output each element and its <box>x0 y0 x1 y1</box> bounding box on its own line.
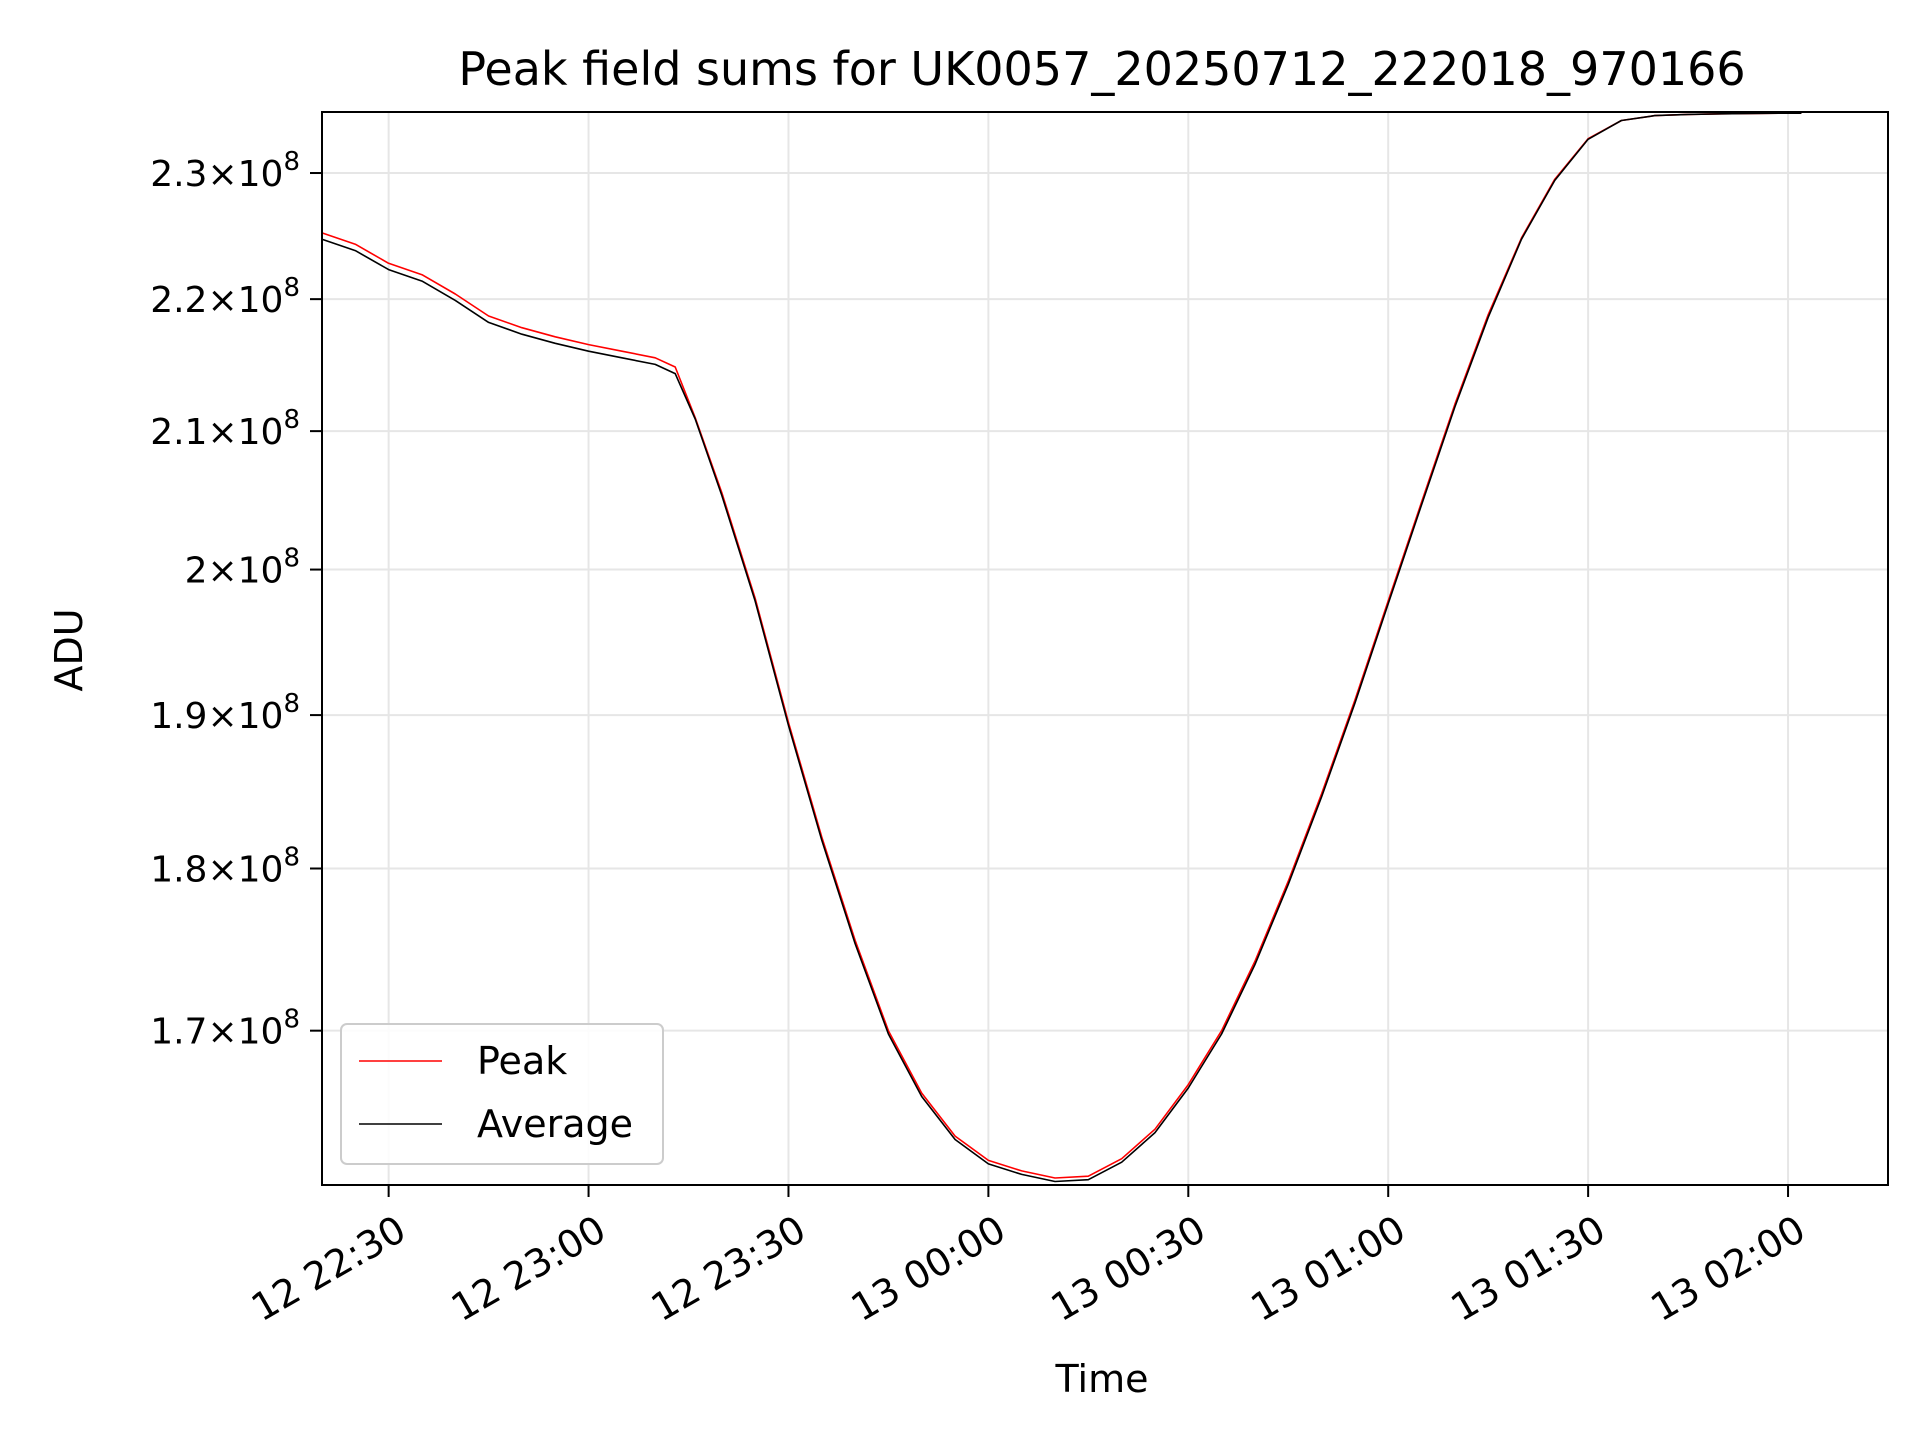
y-tick-times: ×10 <box>207 154 283 195</box>
y-axis: 1.7×1081.8×1081.9×1082×1082.1×1082.2×108… <box>150 147 322 1053</box>
series-line-average <box>321 112 1802 1183</box>
y-tick-label: 2×108 <box>185 544 300 592</box>
y-tick-label: 1.8×108 <box>150 842 300 890</box>
y-tick-mantissa: 2.1 <box>150 412 207 453</box>
y-tick-mantissa: 2 <box>185 551 208 592</box>
y-axis-label: ADU <box>47 608 91 691</box>
series-lines <box>321 112 1802 1183</box>
y-tick-mantissa: 1.9 <box>150 696 207 737</box>
plot-frame <box>321 111 1889 1186</box>
y-tick-label: 2.2×108 <box>150 273 300 321</box>
y-tick-times: ×10 <box>207 412 283 453</box>
y-tick-exponent: 8 <box>283 842 300 872</box>
x-axis-label: Time <box>1055 1357 1149 1401</box>
y-tick-label: 1.9×108 <box>150 689 300 737</box>
y-tick-mantissa: 1.8 <box>150 849 207 890</box>
legend-box <box>340 1023 664 1165</box>
y-tick-times: ×10 <box>207 696 283 737</box>
chart-title: Peak field sums for UK0057_20250712_2220… <box>458 42 1745 96</box>
y-tick-label: 1.7×108 <box>150 1005 300 1053</box>
legend-label-peak: Peak <box>477 1039 567 1083</box>
y-tick-exponent: 8 <box>283 405 300 435</box>
y-tick-exponent: 8 <box>283 1005 300 1035</box>
y-tick-exponent: 8 <box>283 273 300 303</box>
y-tick-label: 2.1×108 <box>150 405 300 453</box>
legend: Peak Average <box>340 1023 664 1165</box>
y-tick-times: ×10 <box>207 1012 283 1053</box>
y-tick-exponent: 8 <box>283 689 300 719</box>
y-tick-mantissa: 2.3 <box>150 154 207 195</box>
y-tick-mantissa: 2.2 <box>150 280 207 321</box>
y-tick-exponent: 8 <box>283 544 300 574</box>
y-tick-label: 2.3×108 <box>150 147 300 195</box>
legend-label-average: Average <box>477 1102 633 1146</box>
y-tick-mantissa: 1.7 <box>150 1012 207 1053</box>
y-tick-times: ×10 <box>207 551 283 592</box>
y-tick-times: ×10 <box>207 280 283 321</box>
y-tick-times: ×10 <box>207 849 283 890</box>
y-tick-exponent: 8 <box>283 147 300 177</box>
